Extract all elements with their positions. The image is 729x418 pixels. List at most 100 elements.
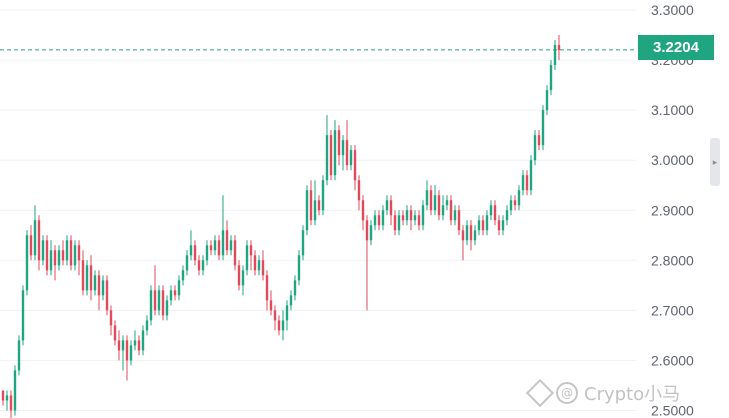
candle — [453, 205, 457, 226]
candle — [121, 335, 125, 371]
candle-body — [245, 245, 249, 271]
candle — [405, 205, 409, 226]
candle-body — [461, 230, 465, 241]
candle — [389, 195, 393, 226]
candle-body — [489, 205, 493, 216]
candle — [317, 195, 321, 216]
candle — [301, 225, 305, 261]
candle-body — [413, 215, 417, 221]
candle — [221, 195, 225, 261]
candle — [209, 240, 213, 256]
candle — [97, 270, 101, 311]
candle — [29, 225, 33, 261]
candle-body — [445, 200, 449, 206]
candle — [533, 130, 537, 166]
candle-body — [265, 275, 269, 301]
candle — [537, 130, 541, 151]
candle — [149, 285, 153, 326]
candle-body — [1, 390, 5, 401]
candle-body — [49, 250, 53, 271]
candle — [201, 255, 205, 276]
y-tick-label: 2.5000 — [651, 402, 694, 418]
watermark: @ Crypto小马 — [525, 378, 680, 408]
candle-body — [325, 135, 329, 181]
candle-body — [357, 180, 361, 201]
candle-body — [397, 215, 401, 231]
candle-body — [101, 280, 105, 296]
candle — [353, 145, 357, 191]
candle-body — [177, 280, 181, 296]
candle-body — [309, 190, 313, 221]
candle-body — [225, 230, 229, 251]
candle — [441, 195, 445, 221]
candle — [5, 390, 9, 411]
candle — [313, 180, 317, 226]
y-tick-label: 2.7000 — [651, 302, 694, 318]
candle — [21, 285, 25, 346]
candle — [73, 240, 77, 271]
candle — [157, 285, 161, 316]
candle-body — [65, 240, 69, 261]
candle-body — [313, 200, 317, 221]
candle-body — [273, 310, 277, 321]
candle-body — [205, 245, 209, 261]
candle-body — [373, 215, 377, 226]
candle-body — [141, 330, 145, 351]
candle-body — [281, 320, 285, 331]
candle — [37, 215, 41, 271]
candle — [281, 310, 285, 341]
candle — [373, 210, 377, 231]
candle-body — [29, 235, 33, 256]
candle-body — [349, 150, 353, 166]
candle — [145, 315, 149, 336]
candle-body — [145, 320, 149, 331]
candle-body — [541, 110, 545, 146]
side-panel-toggle[interactable]: ▸ — [710, 138, 720, 186]
candle — [85, 260, 89, 296]
candle — [493, 200, 497, 226]
candle-body — [129, 345, 133, 361]
candle — [473, 225, 477, 246]
candle — [349, 145, 353, 171]
candle-body — [193, 245, 197, 261]
candle-body — [97, 275, 101, 296]
candle-body — [117, 340, 121, 351]
candle-body — [441, 205, 445, 216]
candle-body — [241, 270, 245, 286]
y-tick-label: 2.8000 — [651, 252, 694, 268]
candle — [53, 245, 57, 281]
candle — [41, 235, 45, 266]
candle-body — [481, 220, 485, 231]
candle — [309, 180, 313, 226]
candle — [197, 255, 201, 276]
candle-body — [61, 250, 65, 261]
candle-body — [121, 340, 125, 351]
candle-body — [149, 290, 153, 321]
y-tick-label: 3.0000 — [651, 152, 694, 168]
candle-body — [21, 290, 25, 341]
candle-body — [509, 200, 513, 211]
candle — [437, 190, 441, 221]
candle-body — [185, 255, 189, 271]
candle — [161, 285, 165, 321]
candle — [265, 270, 269, 311]
candle-body — [305, 190, 309, 231]
candle-body — [497, 220, 501, 231]
candle-body — [381, 210, 385, 226]
candle-body — [477, 220, 481, 231]
candle — [133, 330, 137, 351]
candle — [77, 240, 81, 276]
candle-body — [417, 215, 421, 226]
candle-body — [553, 45, 557, 66]
candle — [321, 175, 325, 216]
candle-body — [337, 130, 341, 156]
candle-body — [25, 235, 29, 291]
candle — [257, 255, 261, 276]
candle — [401, 210, 405, 226]
candle — [1, 390, 5, 406]
candle — [137, 335, 141, 356]
candle-body — [285, 305, 289, 321]
candle-body — [17, 340, 21, 371]
candle-body — [469, 225, 473, 241]
